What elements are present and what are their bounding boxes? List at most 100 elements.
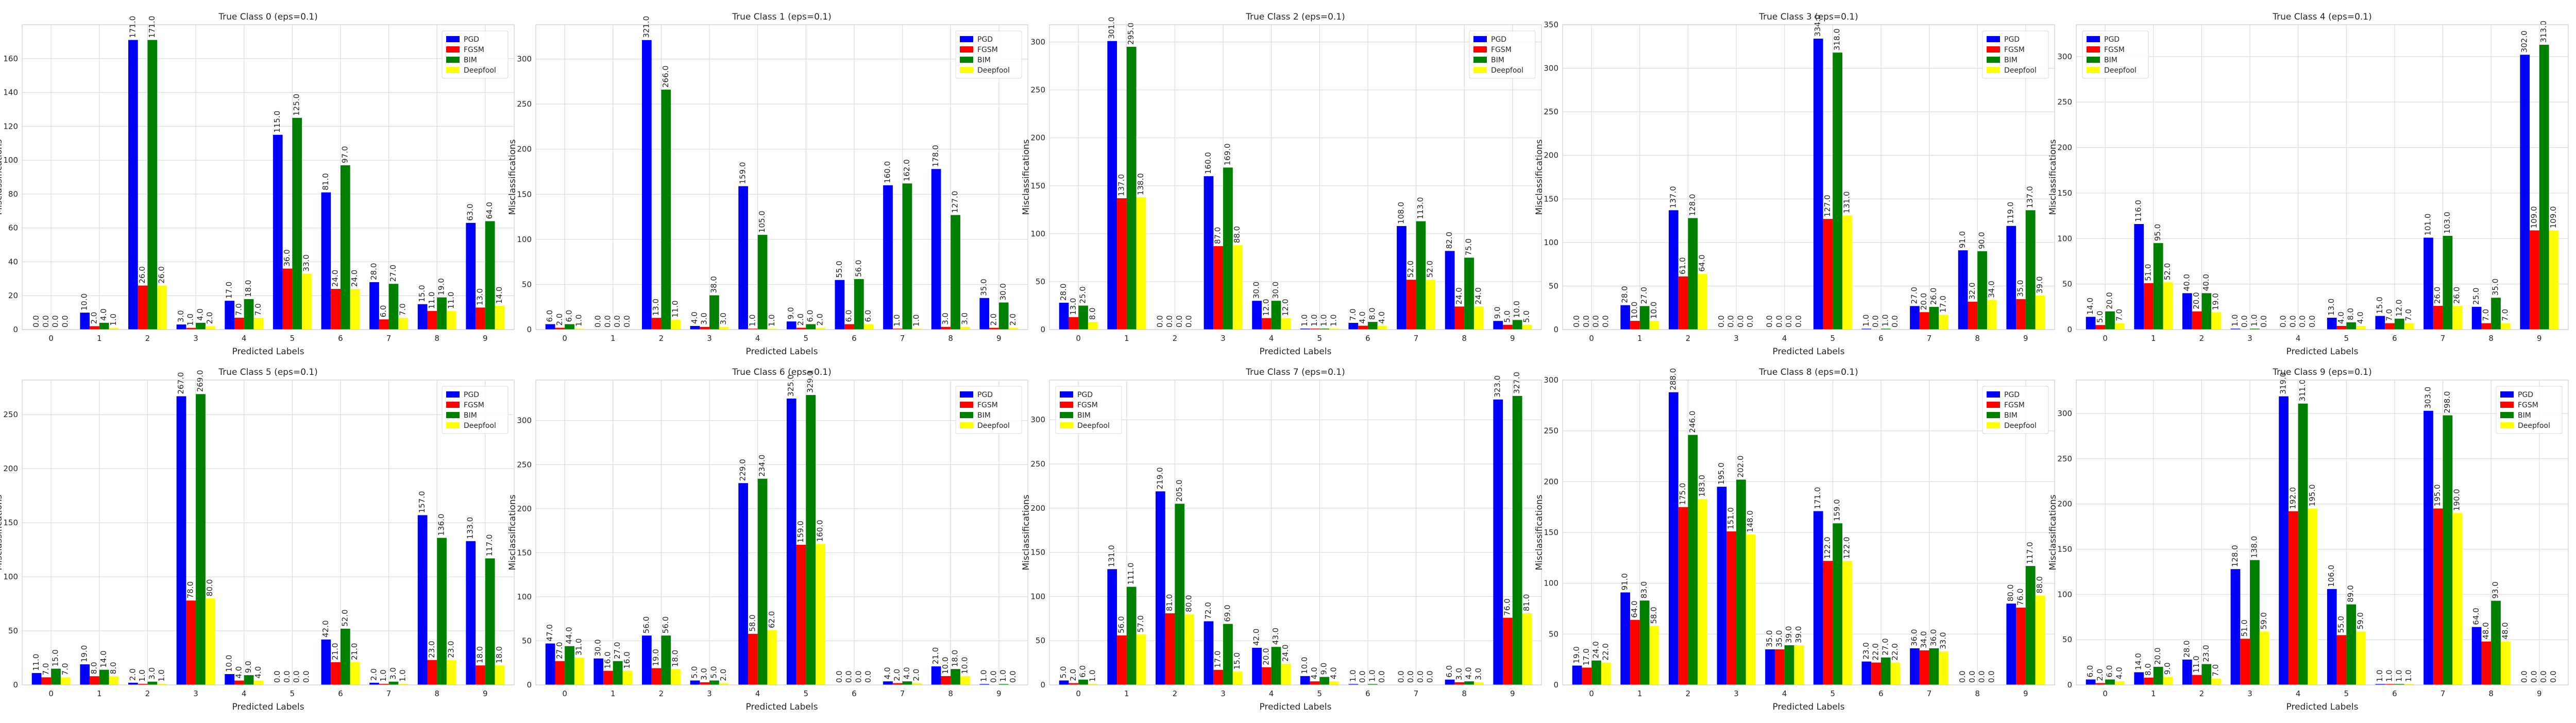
bar-bim	[388, 284, 399, 330]
bar-bim	[1736, 479, 1746, 685]
y-tick-label: 100	[3, 156, 18, 165]
bar-deepfool	[253, 680, 264, 685]
legend-swatch-pgd	[2500, 391, 2514, 398]
bar-fgsm	[2433, 508, 2443, 685]
y-tick-label: 250	[1544, 426, 1558, 436]
data-label: 298.0	[2443, 391, 2452, 414]
legend-label: FGSM	[1077, 401, 1098, 409]
data-label: 15.0	[1232, 652, 1242, 669]
bar-pgd	[273, 134, 283, 330]
data-label: 6.0	[806, 310, 815, 322]
data-label: 313.0	[2539, 21, 2548, 43]
plot-frame	[1562, 24, 2055, 330]
data-label: 27.0	[1639, 287, 1649, 304]
data-label: 2.0	[555, 314, 564, 326]
bar-fgsm	[427, 311, 437, 330]
bar-deepfool	[622, 670, 633, 685]
data-label: 80.0	[205, 579, 214, 596]
data-label: 69.0	[1223, 605, 1232, 622]
bar-deepfool	[1698, 273, 1707, 330]
bar-pgd	[1668, 210, 1679, 330]
bar-fgsm	[1919, 650, 1929, 685]
y-tick-label: 300	[1544, 64, 1558, 73]
data-label: 15.0	[417, 285, 427, 302]
bar-deepfool	[1473, 306, 1484, 330]
bar-pgd	[545, 643, 555, 685]
data-label: 20.0	[2153, 647, 2162, 664]
data-label: 0.0	[1871, 315, 1880, 328]
data-label: 1.0	[1088, 669, 1097, 682]
data-label: 7.0	[2385, 309, 2394, 321]
y-tick-label: 200	[2057, 143, 2072, 152]
data-label: 15.0	[51, 649, 60, 666]
data-label: 171.0	[1813, 487, 1822, 509]
x-tick-label: 8	[434, 689, 439, 698]
bar-pgd	[466, 222, 476, 330]
data-label: 1.0	[574, 314, 583, 326]
bar-fgsm	[1358, 325, 1368, 330]
y-tick-label: 200	[3, 464, 18, 473]
x-tick-label: 6	[338, 689, 343, 698]
data-label: 21.0	[350, 643, 359, 660]
bar-fgsm	[2192, 675, 2202, 685]
data-label: 11.0	[671, 300, 680, 317]
x-tick-label: 2	[659, 334, 664, 343]
data-label: 0.0	[1958, 670, 1967, 683]
bar-bim	[340, 628, 350, 685]
data-label: 10.0	[225, 655, 234, 672]
bar-pgd	[1300, 676, 1310, 685]
y-axis-label: Misclassifications	[0, 494, 4, 570]
x-tick-label: 9	[996, 689, 1002, 698]
bar-bim	[244, 675, 254, 685]
data-label: 9.0	[1319, 663, 1329, 675]
data-label: 59.0	[2259, 612, 2268, 629]
data-label: 1.0	[398, 669, 408, 682]
bar-deepfool	[816, 544, 825, 685]
bar-deepfool	[2452, 306, 2463, 330]
data-label: 9.0	[2163, 662, 2172, 675]
y-tick-label: 100	[3, 572, 18, 581]
bar-fgsm	[2481, 641, 2492, 685]
data-label: 0.0	[1416, 670, 1425, 683]
data-label: 72.0	[1204, 602, 1213, 619]
data-label: 34.0	[1987, 281, 1996, 298]
bar-deepfool	[2114, 323, 2125, 330]
data-label: 1.0	[1310, 314, 1319, 326]
data-label: 64.0	[1630, 600, 1639, 617]
x-tick-label: 0	[2103, 689, 2108, 698]
data-label: 2.0	[205, 312, 214, 324]
bar-pgd	[1155, 491, 1165, 685]
data-label: 0.0	[1890, 315, 1900, 328]
x-tick-label: 1	[97, 334, 102, 343]
data-label: 4.0	[2336, 312, 2346, 324]
y-tick-label: 150	[1030, 181, 1045, 191]
data-label: 0.0	[622, 315, 632, 328]
y-tick-label: 100	[517, 592, 532, 601]
legend: PGD FGSM BIM Deepfool	[2082, 30, 2149, 79]
bar-fgsm	[2095, 683, 2106, 685]
y-tick-label: 50	[1036, 277, 1045, 286]
bar-bim	[1688, 435, 1698, 685]
bar-fgsm	[1871, 662, 1881, 685]
bar-deepfool	[2035, 296, 2045, 330]
data-label: 329.0	[806, 371, 815, 393]
data-label: 159.0	[738, 162, 748, 184]
y-tick-label: 100	[2057, 234, 2072, 243]
bar-deepfool	[912, 329, 922, 330]
legend-swatch-fgsm	[1987, 402, 2000, 408]
data-label: 151.0	[1726, 507, 1736, 529]
bar-pgd	[1717, 487, 1727, 685]
data-label: 246.0	[1688, 411, 1697, 433]
data-label: 0.0	[603, 315, 612, 328]
data-label: 23.0	[427, 641, 436, 658]
data-label: 0.0	[835, 670, 844, 683]
bar-bim	[2443, 415, 2453, 685]
data-label: 0.0	[1008, 670, 1018, 683]
bar-bim	[2298, 403, 2308, 685]
data-label: 24.0	[350, 270, 359, 287]
data-label: 0.0	[2259, 315, 2268, 328]
data-label: 76.0	[1502, 598, 1512, 615]
data-label: 115.0	[273, 111, 282, 133]
data-label: 3.0	[176, 310, 185, 322]
legend-label: Deepfool	[464, 422, 496, 430]
